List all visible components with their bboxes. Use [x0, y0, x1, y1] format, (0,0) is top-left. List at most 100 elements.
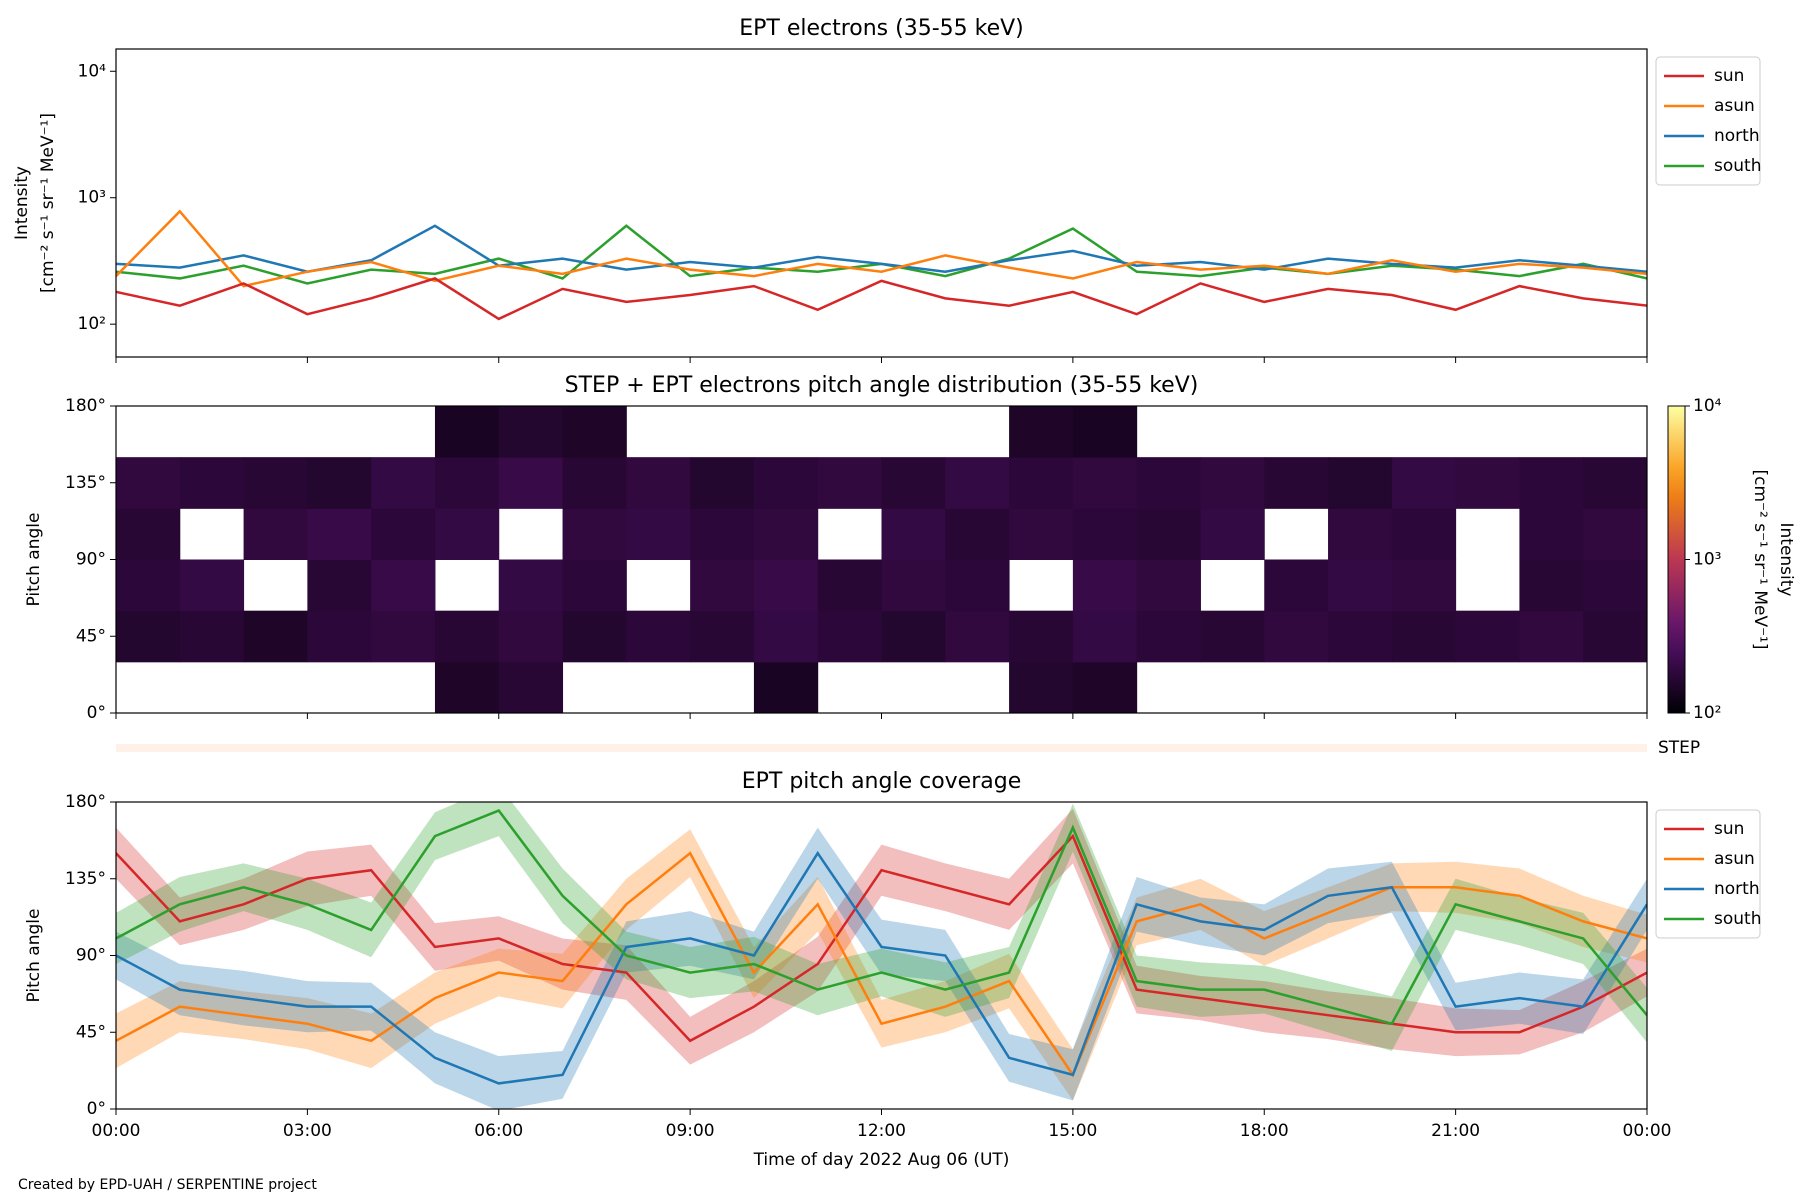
heat-cell [626, 508, 691, 560]
step-label: STEP [1658, 738, 1700, 758]
heat-cell [881, 508, 946, 560]
heat-cell [626, 610, 691, 663]
x-tick-label: 18:00 [1240, 1121, 1289, 1141]
series-band [116, 808, 1647, 1065]
series-band [116, 827, 1647, 1109]
heat-cell [498, 406, 564, 458]
heat-cell [1200, 508, 1265, 560]
x-tick-label: 00:00 [92, 1121, 141, 1141]
series-line [116, 224, 1647, 285]
heat-cell [881, 457, 946, 509]
heat-cell [307, 457, 372, 509]
heat-cell [371, 508, 436, 560]
heat-cell [1391, 508, 1457, 560]
heat-cell [1455, 610, 1520, 663]
y-tick-label: 135° [65, 869, 106, 889]
y-tick-label: 180° [65, 396, 106, 416]
heat-cell [945, 610, 1010, 663]
heat-cell [498, 610, 564, 663]
heat-cell [1391, 457, 1457, 509]
legend-label: south [1714, 156, 1761, 176]
heat-cell [753, 661, 819, 713]
heat-cell [1583, 559, 1647, 612]
legend-label: sun [1714, 66, 1744, 86]
heat-cell [498, 559, 564, 612]
heat-cell [307, 559, 372, 612]
x-tick-label: 00:00 [1623, 1121, 1672, 1141]
footer: Created by EPD-UAH / SERPENTINE project [18, 1177, 317, 1193]
heat-cell [1072, 508, 1138, 560]
chart-title: EPT pitch angle coverage [742, 769, 1022, 794]
heat-cell [116, 457, 181, 509]
heat-cell [690, 457, 755, 509]
heat-cell [562, 457, 627, 509]
heat-cell [1009, 406, 1074, 458]
x-tick-label: 15:00 [1048, 1121, 1097, 1141]
heat-cell [1200, 457, 1265, 509]
heat-cell [179, 457, 245, 509]
x-tick-label: 21:00 [1431, 1121, 1480, 1141]
colorbar-tick-label: 10³ [1693, 550, 1721, 570]
heat-cell [626, 457, 691, 509]
heat-cell [1264, 559, 1329, 612]
heat-cell [1583, 508, 1647, 560]
heat-cell [945, 508, 1010, 560]
heat-cell [1391, 559, 1457, 612]
heat-cell [1200, 610, 1265, 663]
heat-cell [945, 559, 1010, 612]
legend-box [1655, 809, 1761, 939]
heat-cell [434, 508, 500, 560]
heat-cell [371, 559, 436, 612]
heat-cell [243, 610, 308, 663]
heat-cell [881, 610, 946, 663]
legend-box [1655, 56, 1761, 186]
x-tick-label: 09:00 [666, 1121, 715, 1141]
y-tick-label: 135° [65, 473, 106, 493]
heat-cell [1328, 610, 1393, 663]
heat-cell [1455, 457, 1520, 509]
heat-cell [307, 610, 372, 663]
heat-cell [498, 457, 564, 509]
legend-label: asun [1714, 96, 1755, 116]
heat-cell [1136, 508, 1201, 560]
heat-cell [116, 559, 181, 612]
colorbar [1667, 405, 1686, 714]
heat-cell [817, 559, 882, 612]
x-axis-label: Time of day 2022 Aug 06 (UT) [753, 1150, 1010, 1170]
heat-cell [1264, 457, 1329, 509]
heat-cell [371, 610, 436, 663]
y-tick-label: 90° [76, 946, 106, 966]
heat-cell [690, 559, 755, 612]
y-tick-label: 10⁴ [78, 61, 107, 81]
heat-cell [116, 610, 181, 663]
plot-area [116, 802, 1647, 1109]
y-tick-label: 10³ [78, 188, 106, 208]
heat-cell [307, 508, 372, 560]
heat-cell [562, 610, 627, 663]
chart-title: STEP + EPT electrons pitch angle distrib… [565, 373, 1199, 398]
heat-cell [1136, 559, 1201, 612]
colorbar-tick-label: 10² [1693, 703, 1721, 723]
heat-cell [562, 508, 627, 560]
heat-cell [1136, 457, 1201, 509]
heat-cell [1072, 610, 1138, 663]
heat-cell [1009, 457, 1074, 509]
heat-cell [434, 661, 500, 713]
heat-cell [753, 508, 819, 560]
heat-cell [1136, 610, 1201, 663]
heat-cell [243, 508, 308, 560]
heat-cell [1328, 508, 1393, 560]
heat-cell [753, 610, 819, 663]
heat-cell [753, 559, 819, 612]
heat-cell [1072, 559, 1138, 612]
y-tick-label: 10² [78, 314, 106, 334]
heat-cell [434, 457, 500, 509]
heat-cell [1583, 610, 1647, 663]
heat-cell [1009, 661, 1074, 713]
heat-cell [434, 406, 500, 458]
heat-cell [817, 457, 882, 509]
heat-cell [1328, 559, 1393, 612]
heat-cell [1264, 610, 1329, 663]
